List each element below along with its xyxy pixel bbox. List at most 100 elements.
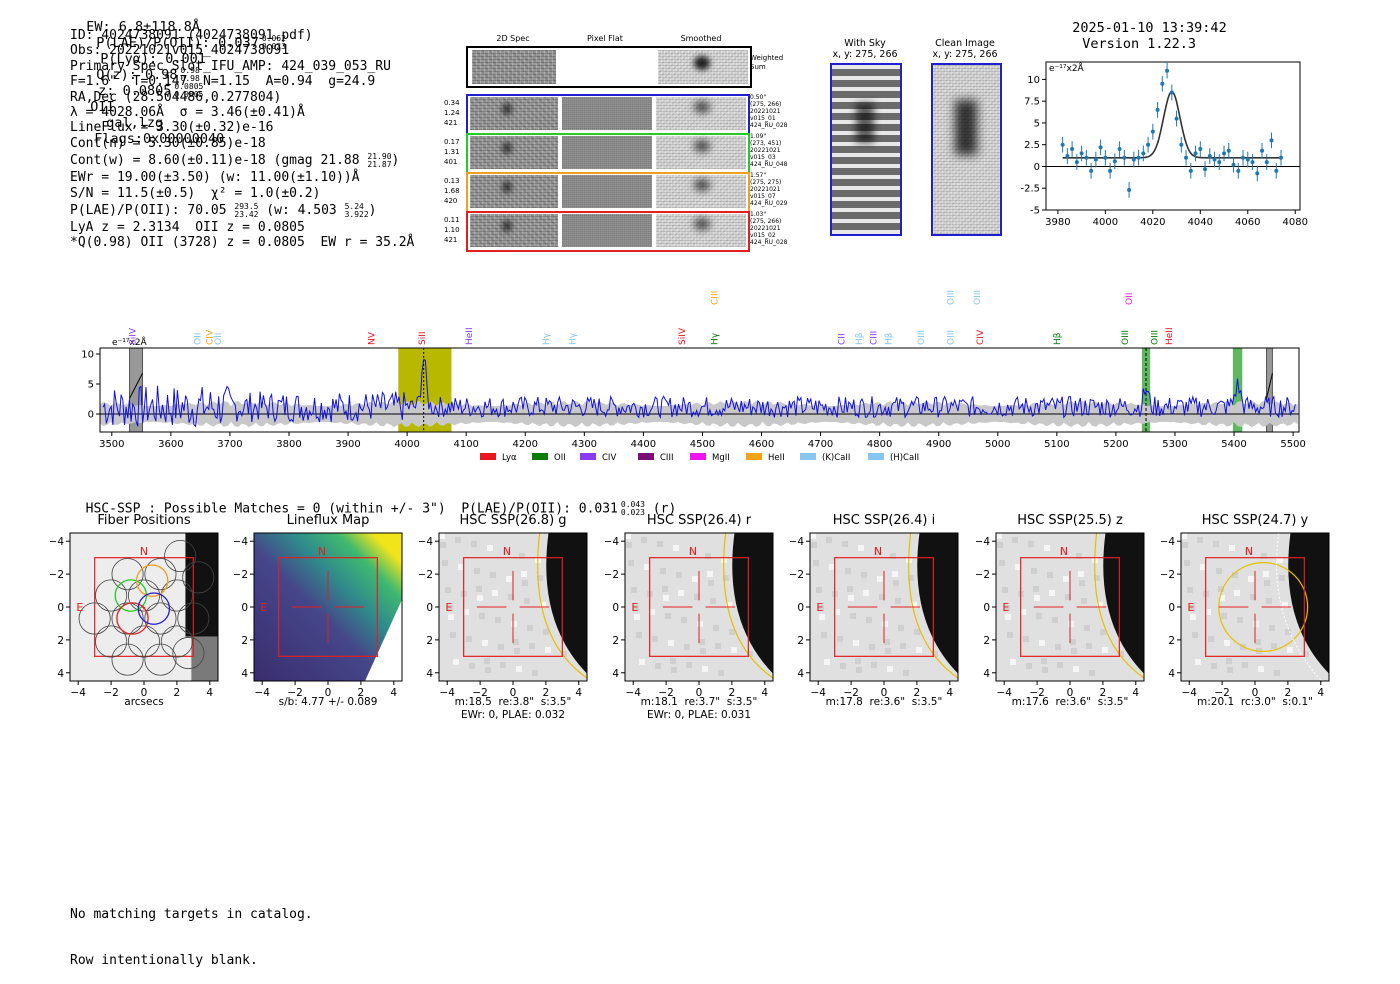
hsc-summary: HSC-SSP : Possible Matches = 0 (within +… xyxy=(70,486,677,517)
cutout-noise xyxy=(1052,617,1058,623)
cutout-noise xyxy=(1081,598,1087,604)
cutout-xtick-label: −2 xyxy=(1214,687,1229,699)
info-contn: Cont(n) = 5.30(±0.85)e-18 xyxy=(70,135,266,151)
fit-point xyxy=(1184,155,1189,160)
cutout-noise xyxy=(729,629,735,635)
cutout-title: HSC SSP(26.4) r xyxy=(646,513,752,528)
fit-point xyxy=(1136,155,1141,160)
hsc-summary-band: (r) xyxy=(652,501,677,517)
fit-point xyxy=(1179,142,1184,147)
clean-xy: x, y: 275, 266 xyxy=(932,49,998,60)
cutout-noise xyxy=(1245,549,1251,555)
spectrum-line-label: SiII xyxy=(418,331,428,345)
cutout-noise xyxy=(511,621,517,627)
spectrum-xtick-label: 4100 xyxy=(453,439,478,450)
cutout-noise xyxy=(626,542,632,548)
cutout-galaxy-dark xyxy=(1103,533,1144,674)
cutout-xtick-label: 2 xyxy=(1285,687,1292,699)
spectrum-xtick-label: 5000 xyxy=(985,439,1010,450)
fit-point xyxy=(1236,168,1241,173)
spectrum-line-label: CIV xyxy=(205,329,215,345)
info-radec: RA,Dec (28.504486,0.277804) xyxy=(70,89,282,105)
cutout-noise xyxy=(1004,605,1010,611)
spectrum-line-label: Hβ xyxy=(855,332,865,345)
spectrum-line-label: CIII xyxy=(870,331,880,345)
cutout-noise xyxy=(1076,553,1082,559)
cutout-noise xyxy=(715,643,721,649)
compass-n: N xyxy=(874,545,882,558)
info-contw-range: 21.90 21.87 xyxy=(367,152,391,169)
fit-point xyxy=(1207,154,1212,159)
fit-point xyxy=(1155,107,1160,112)
spec-row-2d xyxy=(470,175,558,208)
cutout-noise xyxy=(519,553,525,559)
cutout-noise xyxy=(705,553,711,559)
info-primary: Primary Spec_Slot_IFU_AMP: 424_039_053_R… xyxy=(70,58,391,74)
cutout-noise xyxy=(1100,629,1106,635)
cutout-noise xyxy=(1002,587,1008,593)
spectrum-xtick-label: 5300 xyxy=(1162,439,1187,450)
spec-row-value: 1.68 xyxy=(444,187,460,195)
cutout-panel: N E −4 −4 −2 −2 0 0 2 2 4 4 xyxy=(1161,532,1330,699)
header-ew: EW: 6.8±118.8Å xyxy=(86,19,201,35)
cutout-panel: N E −4 −4 −2 −2 0 0 2 2 4 4 xyxy=(790,532,959,699)
spectrum-xtick-label: 3700 xyxy=(217,439,242,450)
cutout-noise xyxy=(463,609,469,615)
cutout-ytick-label: 4 xyxy=(797,668,804,680)
cutout-ytick-label: −2 xyxy=(976,569,990,581)
compass-n: N xyxy=(1245,545,1253,558)
cutout-noise xyxy=(1065,594,1071,600)
cutout-noise xyxy=(684,644,690,650)
weighted-sum-label: Weighted Sum xyxy=(750,54,784,71)
cutout-noise xyxy=(858,545,864,551)
fit-ylabel: e⁻¹⁷x2Å xyxy=(1049,62,1085,74)
cutout-ytick-label: 0 xyxy=(983,602,990,614)
spec-row-values: 0.13 1.68 420 xyxy=(444,176,464,206)
cutout-noise xyxy=(1102,647,1108,653)
spec-row-meta-line: 20221021 xyxy=(750,186,781,193)
cutout-red-box xyxy=(94,557,194,657)
cutout-noise xyxy=(914,629,920,635)
cutout-ytick-label: −4 xyxy=(605,536,619,548)
legend-swatch xyxy=(746,453,762,460)
spec-row-value: 1.10 xyxy=(444,226,460,234)
cutout-noise xyxy=(1277,557,1283,563)
cutout-xtick-label: −4 xyxy=(70,687,86,699)
fit-point xyxy=(1074,160,1079,165)
flux-map-mask xyxy=(365,599,402,681)
cutout-noise xyxy=(1187,587,1193,593)
header-qz-hi: 0.98 xyxy=(180,66,200,75)
cutout-xtick-label: −4 xyxy=(254,687,270,699)
cutout-xtick-label: 0 xyxy=(881,687,888,699)
cutout-noise xyxy=(1031,568,1037,574)
fiber-circle xyxy=(111,643,144,676)
cutout-noise xyxy=(1216,568,1222,574)
fit-point xyxy=(1060,142,1065,147)
spec-row-values: 0.17 1.31 401 xyxy=(444,137,464,167)
cutout-aperture xyxy=(1218,561,1309,653)
fiber-blue xyxy=(137,592,171,625)
clean-image xyxy=(931,63,1002,236)
spec-row-smoothed xyxy=(656,214,746,247)
cutout-noise xyxy=(527,625,533,631)
fit-point xyxy=(1174,116,1179,121)
cutout-caption: s/b: 4.77 +/- 0.089 xyxy=(278,696,378,708)
fit-point xyxy=(1098,145,1103,150)
spectrum-frame xyxy=(99,347,1300,433)
cutout-noise xyxy=(900,643,906,649)
cutout-galaxy-dark xyxy=(917,533,958,674)
cutout-ytick-label: −2 xyxy=(790,569,804,581)
fiber-circle xyxy=(172,637,205,670)
clean-header: Clean Image x, y: 275, 266 xyxy=(920,38,1010,60)
cutout-noise xyxy=(1181,533,1187,539)
cutout-noise xyxy=(689,549,695,555)
cutout-noise xyxy=(1261,553,1267,559)
cutout-xtick-label: −4 xyxy=(1181,687,1197,699)
cutout-noise xyxy=(447,605,453,611)
cutout-galaxy-dark xyxy=(732,533,773,674)
spectrum-line-label: Hγ xyxy=(569,332,579,345)
spec-row-flat xyxy=(562,97,652,130)
cutout-noise xyxy=(1073,666,1079,672)
cutout-ytick-label: 4 xyxy=(612,668,619,680)
cutout-noise xyxy=(1237,617,1243,623)
